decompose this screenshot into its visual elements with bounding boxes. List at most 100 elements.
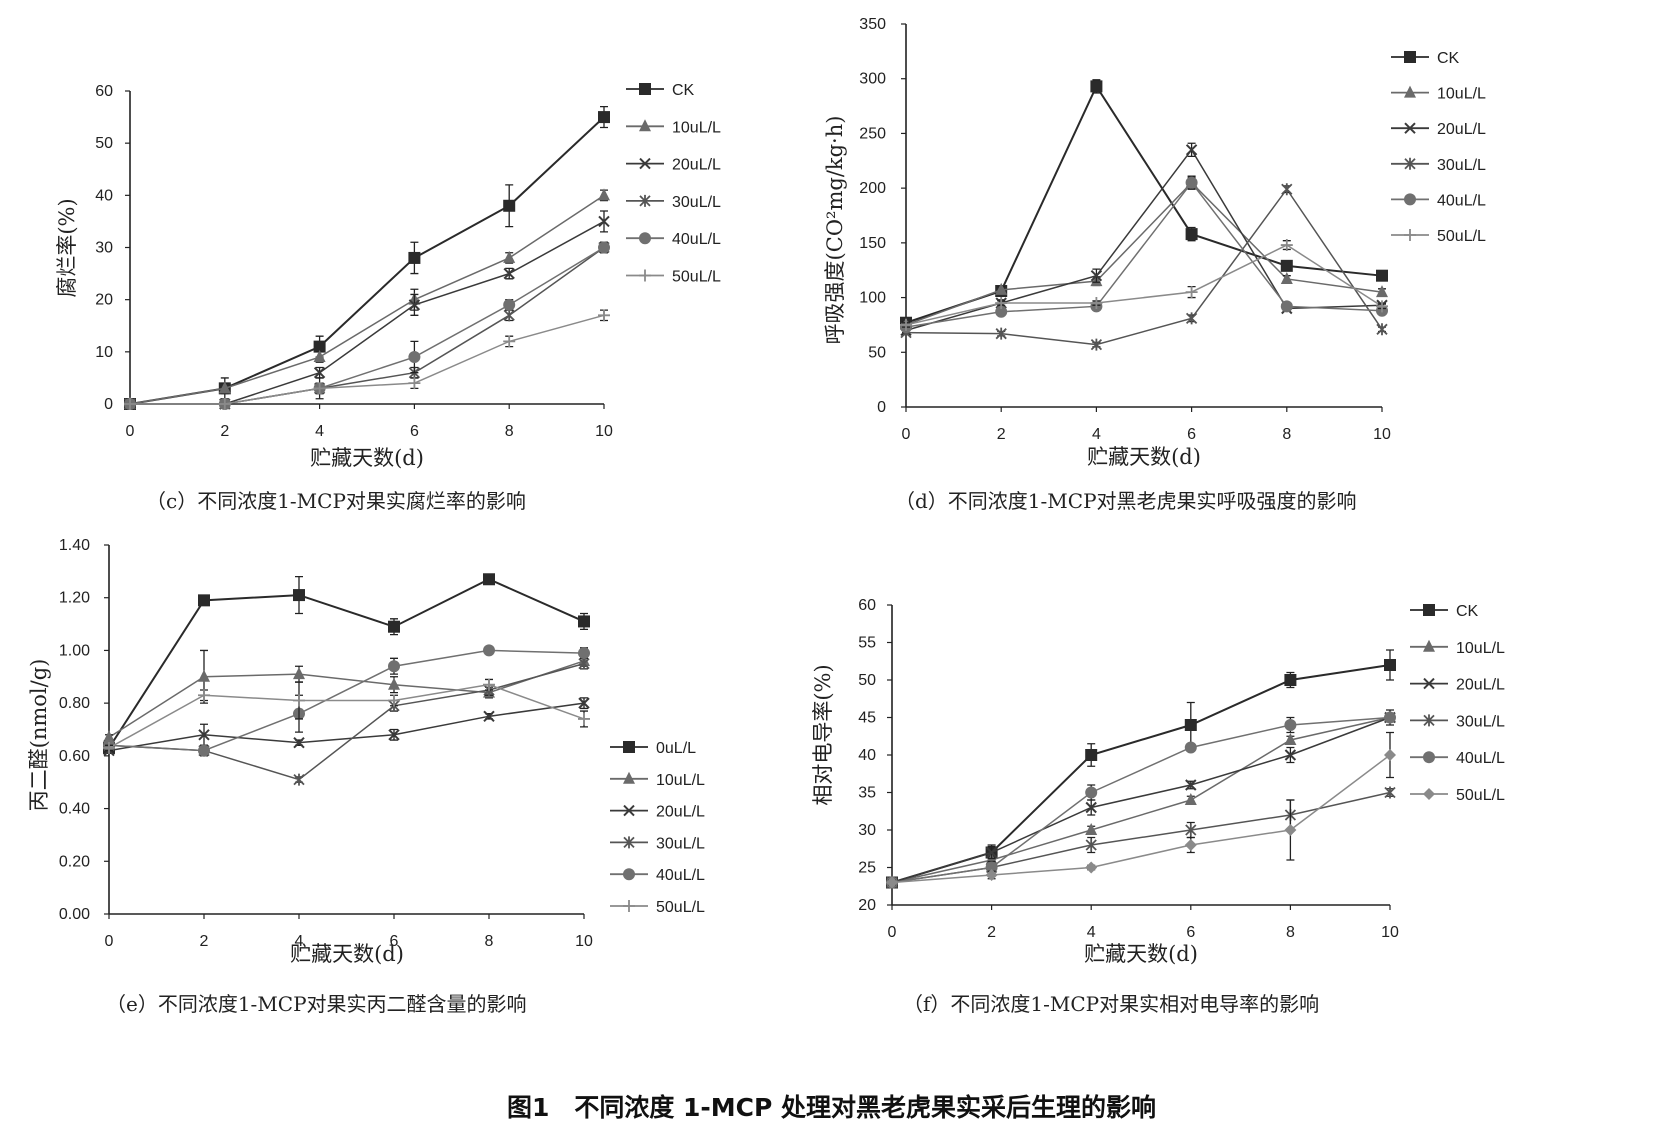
data-point-50ul-l	[1384, 749, 1396, 761]
data-point-ck	[1376, 269, 1388, 282]
data-point-20ul-l	[578, 697, 590, 709]
figure-caption: 图1 不同浓度 1-MCP 处理对黑老虎果实采后生理的影响	[506, 1093, 1157, 1122]
data-point-20ul-l	[985, 846, 998, 859]
legend: CK 10uL/L 20uL/L 30uL/L 40uL/L 50uL/L	[1391, 50, 1486, 245]
x-tick-label: 4	[315, 423, 324, 440]
data-point-30ul-l	[1185, 824, 1197, 836]
legend-label: 40uL/L	[1437, 192, 1486, 209]
x-tick-label: 2	[997, 426, 1006, 443]
series-line-10ul-l	[905, 181, 1383, 326]
data-point-10ul-l	[1284, 733, 1297, 745]
legend-label: 50uL/L	[1456, 787, 1505, 804]
series-line-30ul-l	[108, 662, 585, 781]
data-point-40ul-l	[985, 861, 998, 874]
data-point-20ul-l	[408, 299, 421, 311]
data-point-10ul-l	[1376, 285, 1388, 298]
data-point-20ul-l	[293, 736, 305, 749]
series-ck	[900, 79, 1388, 329]
chart-panel-d: 0 50 100 150 200 250 300 350 0 2 4 6 8 10 贮藏天数(d) 呼吸强度(…	[820, 0, 1663, 510]
data-point-50ul-l	[1090, 297, 1103, 310]
data-point-20ul-l	[1185, 144, 1198, 156]
caption-f: （f）不同浓度1-MCP对果实相对电导率的影响	[903, 992, 1320, 1016]
y-tick-label: 40	[858, 747, 876, 764]
legend-marker	[1423, 751, 1435, 764]
x-tick-label: 2	[200, 933, 209, 950]
data-point-50ul-l	[598, 309, 610, 322]
data-point-30ul-l	[1185, 312, 1198, 325]
data-point-30ul-l	[293, 773, 305, 786]
series-line-ck	[891, 664, 1391, 884]
series-line-40ul-l	[905, 181, 1383, 328]
data-point-0ul-l	[293, 589, 305, 602]
caption-e: （e）不同浓度1-MCP对果实丙二醛含量的影响	[106, 992, 527, 1016]
y-tick-label: 100	[859, 290, 886, 307]
y-tick-label: 0	[104, 396, 113, 413]
y-axis-title: 呼吸强度(CO²mg/kg·h)	[823, 116, 847, 345]
legend-label: 20uL/L	[1456, 677, 1505, 694]
data-point-40ul-l	[198, 744, 210, 757]
data-point-30ul-l	[1090, 338, 1103, 351]
y-tick-label: 0.20	[59, 853, 90, 870]
data-point-50ul-l	[503, 335, 516, 348]
y-tick-label: 30	[95, 240, 113, 257]
legend-label: 0uL/L	[656, 740, 696, 757]
legend-marker	[1404, 229, 1416, 241]
data-point-ck	[1090, 80, 1103, 93]
data-point-50ul-l	[578, 712, 590, 725]
legend-marker	[1423, 788, 1435, 800]
x-tick-label: 0	[888, 924, 897, 941]
data-point-20ul-l	[313, 366, 326, 379]
series-line-10ul-l	[129, 194, 605, 405]
series-line-50ul-l	[905, 244, 1383, 326]
legend-marker	[623, 836, 635, 849]
legend-label: 40uL/L	[1456, 750, 1505, 767]
y-tick-label: 50	[858, 672, 876, 689]
x-tick-label: 2	[220, 423, 229, 440]
legend-marker	[1423, 677, 1435, 690]
series-line-30ul-l	[905, 187, 1383, 346]
y-tick-label: 300	[859, 71, 886, 88]
legend-marker	[1423, 639, 1435, 652]
y-tick-label: 50	[868, 344, 886, 361]
legend-marker	[639, 157, 651, 170]
y-tick-label: 50	[95, 135, 113, 152]
data-point-ck	[1284, 674, 1297, 686]
chart-d: 0 50 100 150 200 250 300 350 0 2 4 6 8 10 贮藏天数(d) 呼吸强度(…	[823, 16, 1486, 469]
data-point-0ul-l	[578, 615, 590, 628]
series-30ul-l	[886, 786, 1396, 889]
legend-marker	[639, 83, 651, 95]
data-point-50ul-l	[995, 297, 1008, 310]
series-50ul-l	[886, 731, 1396, 889]
y-tick-label: 0.60	[59, 748, 90, 765]
chart-c: 0 10 20 30 40 50 60 0 2 4 6 8 10 贮藏天数(d) 腐烂率(%) CK 10uL/…	[55, 82, 721, 470]
data-point-40ul-l	[483, 644, 495, 657]
data-point-20ul-l	[388, 729, 400, 741]
chart-panel-f: 20 25 30 35 40 45 50 55 60 0 2 4 6 8 10 贮藏天数(d) 相对电导率(%)…	[811, 520, 1663, 1000]
x-tick-label: 6	[410, 423, 419, 440]
series-20ul-l	[103, 697, 590, 757]
data-point-50ul-l	[1284, 824, 1297, 836]
x-tick-label: 0	[902, 426, 911, 443]
data-point-10ul-l	[503, 250, 516, 263]
data-point-50ul-l	[198, 689, 210, 702]
data-point-10ul-l	[103, 730, 115, 743]
data-point-50ul-l	[1185, 286, 1198, 299]
y-tick-label: 0.40	[59, 801, 90, 818]
series-line-50ul-l	[130, 314, 605, 405]
data-point-20ul-l	[1185, 779, 1197, 791]
x-axis-title: 贮藏天数(d)	[310, 446, 424, 470]
legend-label: 20uL/L	[672, 157, 721, 174]
data-point-50ul-l	[1085, 861, 1098, 874]
data-point-40ul-l	[995, 305, 1008, 318]
legend-label: 30uL/L	[1437, 157, 1486, 174]
legend-label: 10uL/L	[672, 119, 721, 136]
y-tick-label: 60	[95, 83, 113, 100]
legend-marker	[623, 804, 635, 817]
data-point-10ul-l	[598, 188, 610, 201]
x-tick-label: 10	[595, 423, 613, 440]
y-tick-label: 40	[95, 187, 113, 204]
series-0ul-l	[103, 573, 590, 754]
legend-label: CK	[1437, 50, 1460, 67]
legend-marker	[623, 900, 635, 912]
series-line-40ul-l	[108, 649, 585, 752]
